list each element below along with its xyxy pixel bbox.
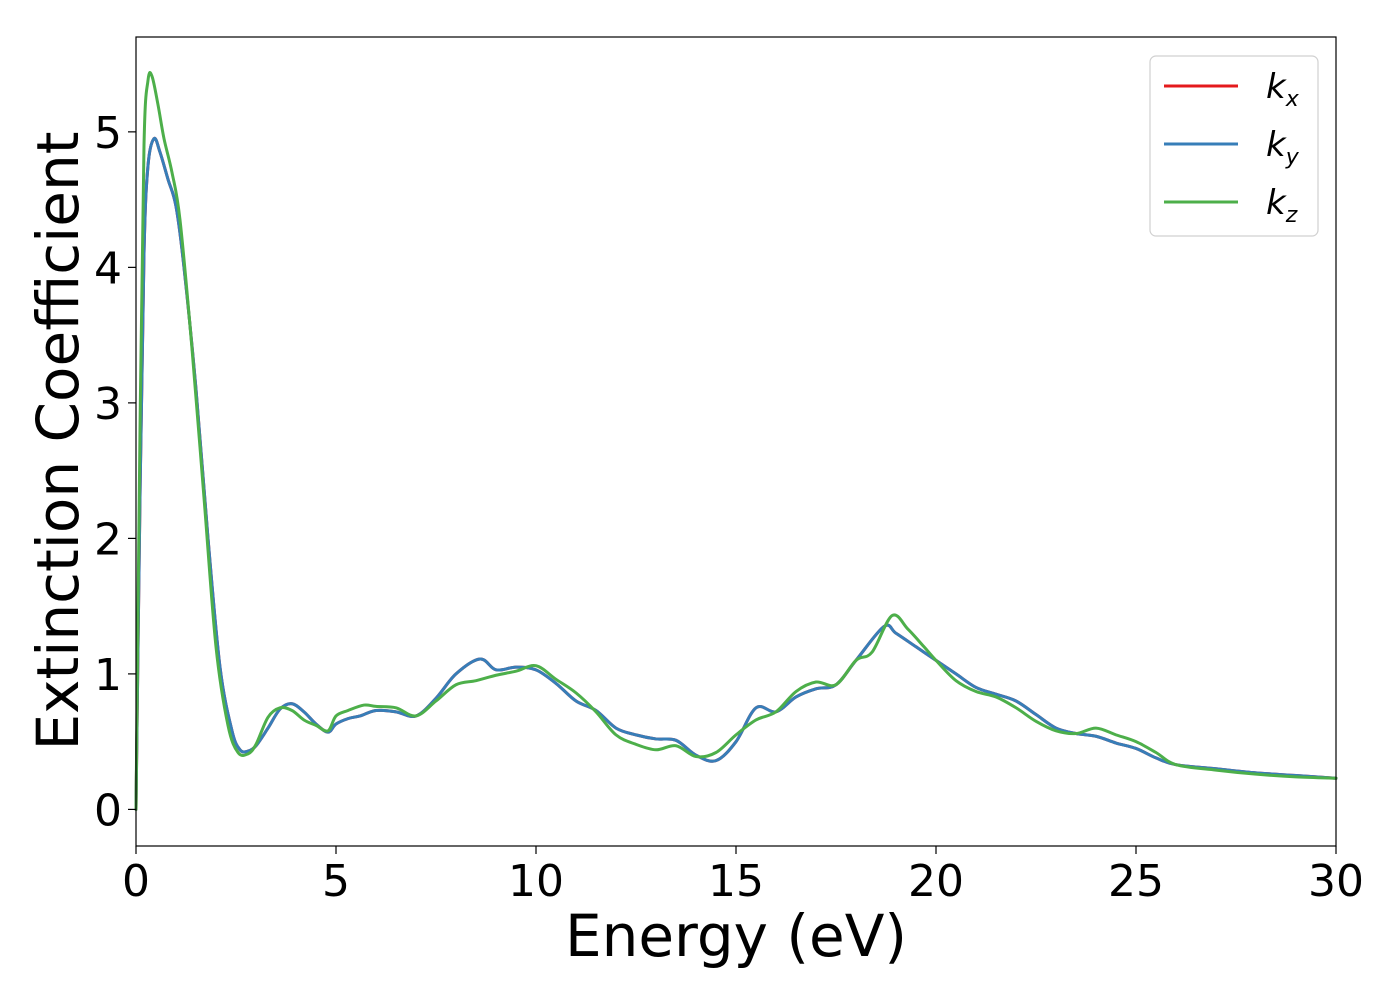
x-ticks: 0 5 10 15 20 25 30	[122, 846, 1364, 907]
y-tick-label: 1	[94, 650, 122, 701]
series-line-kz	[134, 70, 1338, 811]
legend-box	[1149, 55, 1319, 237]
x-axis-label: Energy (eV)	[565, 902, 907, 970]
y-tick-label: 2	[94, 514, 122, 565]
legend-label-ky: ky	[1266, 125, 1300, 170]
y-tick-label: 5	[94, 108, 122, 159]
x-tick-label: 10	[508, 856, 564, 907]
y-tick-label: 0	[94, 785, 122, 836]
y-tick-label: 3	[94, 379, 122, 430]
y-tick-label: 4	[94, 243, 122, 294]
legend-items: kx ky kz	[1164, 67, 1300, 228]
x-tick-label: 30	[1308, 856, 1364, 907]
y-axis-label: Extinction Coefficient	[24, 132, 92, 751]
plot-background	[136, 37, 1336, 846]
x-tick-label: 0	[122, 856, 150, 907]
series-layer	[134, 70, 1338, 811]
legend-label-kx: kx	[1266, 67, 1300, 112]
y-ticks: 0 1 2 3 4 5	[94, 108, 136, 836]
x-tick-label: 20	[908, 856, 964, 907]
x-tick-label: 15	[708, 856, 764, 907]
x-tick-label: 5	[322, 856, 350, 907]
legend-label-kz: kz	[1266, 183, 1298, 228]
x-tick-label: 25	[1108, 856, 1164, 907]
legend: kx ky kz	[1149, 55, 1319, 237]
